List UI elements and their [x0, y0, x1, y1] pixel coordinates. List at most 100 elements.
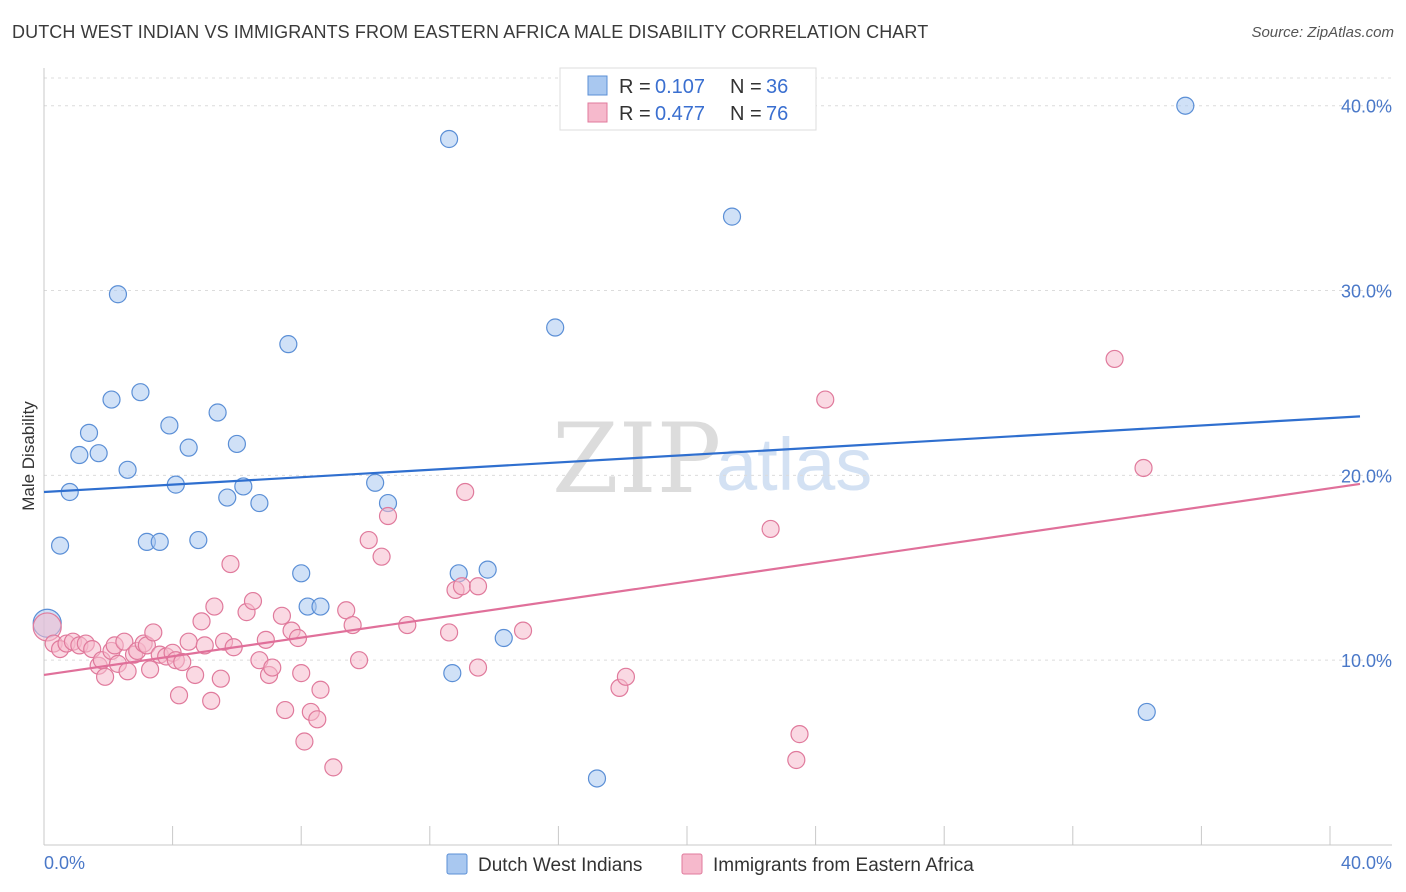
point-dutch-west-indians	[79, 423, 99, 442]
points-eastern-africa	[32, 349, 1153, 777]
trendline-eastern-africa	[43, 482, 1361, 677]
point-dutch-west-indians	[234, 477, 253, 496]
y-tick-labels: 10.0% 20.0% 30.0% 40.0%	[1341, 97, 1392, 671]
point-dutch-west-indians	[108, 285, 128, 304]
legend-n-value-1: 36	[766, 76, 788, 98]
point-eastern-africa	[243, 591, 263, 611]
point-eastern-africa	[173, 652, 192, 672]
point-eastern-africa	[311, 680, 330, 699]
point-dutch-west-indians	[102, 390, 121, 409]
y-tick-label-40: 40.0%	[1341, 97, 1392, 117]
legend-r-value-1: 0.107	[655, 76, 705, 98]
point-eastern-africa	[272, 606, 292, 625]
point-dutch-west-indians	[439, 129, 459, 149]
point-eastern-africa	[140, 660, 160, 679]
legend-r-label-1: R =	[619, 76, 651, 98]
point-eastern-africa	[308, 710, 327, 729]
point-eastern-africa	[115, 632, 134, 651]
point-eastern-africa	[186, 665, 205, 685]
point-dutch-west-indians	[1137, 702, 1156, 722]
point-eastern-africa	[205, 597, 224, 616]
legend-n-label-1: N =	[730, 76, 762, 98]
point-eastern-africa	[439, 623, 459, 642]
bottom-legend-label-dutch-west-indians: Dutch West Indians	[478, 855, 642, 876]
x-tick-label-max: 40.0%	[1341, 853, 1392, 873]
point-eastern-africa	[221, 554, 240, 574]
point-dutch-west-indians	[118, 460, 137, 479]
legend-n-label-2: N =	[730, 103, 762, 125]
point-dutch-west-indians	[179, 438, 198, 457]
point-dutch-west-indians	[70, 445, 89, 465]
top-legend: R = 0.107 N = 36 R = 0.477 N = 76	[559, 67, 817, 131]
legend-swatch-eastern-africa	[587, 102, 608, 123]
point-eastern-africa	[452, 577, 472, 596]
legend-r-label-2: R =	[619, 103, 651, 125]
point-eastern-africa	[256, 630, 275, 649]
point-eastern-africa	[211, 669, 230, 688]
point-eastern-africa	[192, 612, 211, 631]
point-eastern-africa	[816, 390, 835, 409]
point-eastern-africa	[359, 530, 378, 550]
point-dutch-west-indians	[587, 769, 607, 788]
y-tick-label-30: 30.0%	[1341, 282, 1392, 302]
point-eastern-africa	[761, 519, 780, 539]
point-eastern-africa	[1105, 349, 1124, 369]
trendline-dutch-west-indians	[43, 415, 1361, 494]
point-eastern-africa	[787, 750, 806, 770]
point-eastern-africa	[378, 506, 398, 526]
point-dutch-west-indians	[250, 493, 269, 513]
point-eastern-africa	[295, 732, 314, 751]
point-eastern-africa	[790, 725, 809, 744]
point-dutch-west-indians	[150, 532, 169, 551]
axes	[43, 68, 1392, 846]
point-eastern-africa	[276, 700, 295, 720]
y-tick-label-20: 20.0%	[1341, 466, 1392, 486]
point-dutch-west-indians	[546, 318, 565, 337]
point-eastern-africa	[263, 658, 282, 677]
point-dutch-west-indians	[131, 383, 150, 402]
point-dutch-west-indians	[208, 403, 227, 422]
point-eastern-africa	[95, 667, 115, 686]
point-dutch-west-indians	[160, 416, 179, 435]
x-tick-label-min: 0.0%	[44, 853, 85, 873]
point-dutch-west-indians	[311, 597, 330, 616]
point-dutch-west-indians	[189, 530, 208, 550]
point-eastern-africa	[616, 667, 636, 686]
point-dutch-west-indians	[722, 207, 742, 226]
legend-n-value-2: 76	[766, 103, 788, 125]
point-dutch-west-indians	[218, 488, 237, 507]
point-eastern-africa	[118, 662, 137, 681]
point-dutch-west-indians	[443, 664, 462, 683]
point-eastern-africa	[372, 547, 391, 566]
legend-swatch-dutch-west-indians	[587, 75, 608, 96]
x-tick-marks	[43, 826, 1331, 845]
bottom-legend-swatch-eastern-africa	[681, 853, 703, 875]
legend-r-value-2: 0.477	[655, 103, 705, 125]
point-dutch-west-indians	[478, 560, 497, 579]
trend-lines	[43, 415, 1361, 677]
bottom-legend-label-eastern-africa: Immigrants from Eastern Africa	[713, 855, 974, 876]
point-eastern-africa	[1134, 458, 1153, 478]
point-eastern-africa	[468, 658, 488, 677]
point-eastern-africa	[202, 691, 221, 710]
source-credit: Source: ZipAtlas.com	[1251, 24, 1394, 41]
point-eastern-africa	[456, 482, 475, 502]
point-eastern-africa	[349, 651, 369, 670]
point-dutch-west-indians	[1176, 96, 1195, 115]
grid-lines	[44, 77, 1392, 661]
point-eastern-africa	[179, 632, 198, 651]
point-eastern-africa	[468, 577, 488, 596]
chart-title: DUTCH WEST INDIAN VS IMMIGRANTS FROM EAS…	[12, 22, 929, 42]
watermark-atlas: atlas	[716, 423, 872, 506]
point-dutch-west-indians	[50, 536, 70, 555]
point-dutch-west-indians	[60, 482, 79, 502]
point-eastern-africa	[169, 686, 189, 705]
point-dutch-west-indians	[292, 564, 311, 583]
y-tick-label-10: 10.0%	[1341, 651, 1392, 671]
point-dutch-west-indians	[366, 473, 385, 492]
point-eastern-africa	[144, 623, 163, 642]
bottom-legend-swatch-dutch-west-indians	[446, 853, 468, 875]
bottom-legend: Dutch West Indians Immigrants from Easte…	[446, 853, 974, 876]
point-eastern-africa	[195, 636, 214, 655]
